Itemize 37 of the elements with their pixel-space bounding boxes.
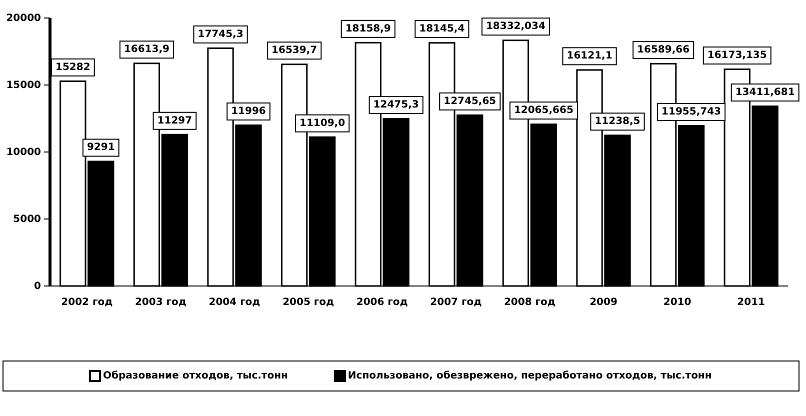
data-label: 16589,66 [637, 44, 690, 56]
x-tick-label: 2006 год [356, 297, 408, 308]
data-label: 12065,665 [514, 105, 574, 116]
data-label: 9291 [86, 142, 115, 154]
y-tick-label: 0 [34, 281, 42, 292]
y-tick-label: 15000 [6, 80, 42, 92]
x-tick-label: 2008 год [504, 297, 556, 308]
x-tick-label: 2009 [590, 297, 618, 308]
data-label: 12745,65 [444, 96, 496, 107]
data-label: 16173,135 [707, 50, 767, 62]
data-label: 16539,7 [272, 45, 318, 56]
x-tick-label: 2005 год [282, 297, 334, 308]
y-tick-label: 5000 [13, 214, 42, 226]
data-label: 11955,743 [662, 106, 722, 118]
x-tick-label: 2003 год [134, 297, 186, 308]
x-tick-label: 2011 [737, 297, 766, 308]
x-tick-label: 2002 год [61, 297, 113, 308]
y-tick-label: 20000 [6, 13, 42, 24]
data-label: 16121,1 [566, 50, 612, 62]
data-label: 16613,9 [124, 44, 170, 56]
data-label: 18145,4 [419, 24, 465, 35]
data-label: 11996 [231, 106, 266, 117]
data-label: 11109,0 [300, 118, 346, 129]
data-label: 12475,3 [373, 100, 419, 111]
x-tick-label: 2007 год [430, 297, 482, 308]
data-label: 17745,3 [198, 28, 244, 40]
data-label: 11238,5 [594, 116, 640, 128]
data-label: 18158,9 [345, 23, 391, 34]
data-label: 11297 [157, 115, 192, 126]
data-label: 15282 [56, 62, 90, 73]
data-label: 18332,034 [486, 21, 546, 32]
legend-label: Использовано, обезврежено, переработано отходов, тыс.тонн [348, 370, 712, 382]
y-tick-label: 10000 [6, 147, 42, 158]
x-tick-label: 2010 [663, 297, 692, 308]
data-label: 13411,681 [735, 87, 795, 98]
legend-label: Образование отходов, тыс.тонн [103, 370, 288, 382]
x-tick-label: 2004 год [208, 297, 260, 308]
